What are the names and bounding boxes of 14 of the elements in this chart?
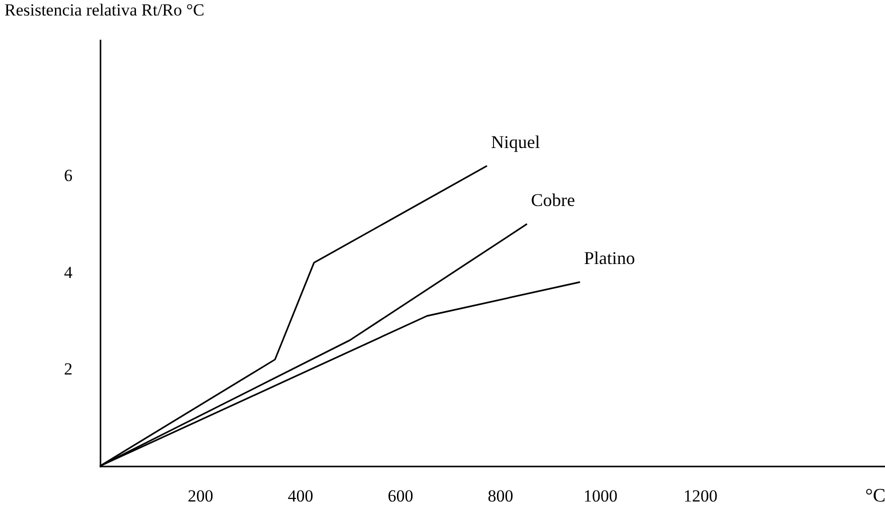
x-axis-title: °C [865,486,885,506]
y-tick-label: 2 [64,360,72,379]
x-tick-label: 400 [288,486,314,506]
series-label: Cobre [531,190,575,210]
x-tick-label: 600 [388,486,414,506]
x-tick-label: 1000 [584,486,618,506]
x-tick-label: 800 [488,486,514,506]
series-label: Niquel [491,132,540,152]
series-label: Platino [584,248,636,268]
x-tick-label: 200 [188,486,214,506]
y-tick-label: 6 [64,166,72,186]
y-tick-label: 4 [64,262,73,282]
y-axis-title: Resistencia relativa Rt/Ro °C [4,0,204,20]
x-tick-label: 1200 [684,486,718,506]
